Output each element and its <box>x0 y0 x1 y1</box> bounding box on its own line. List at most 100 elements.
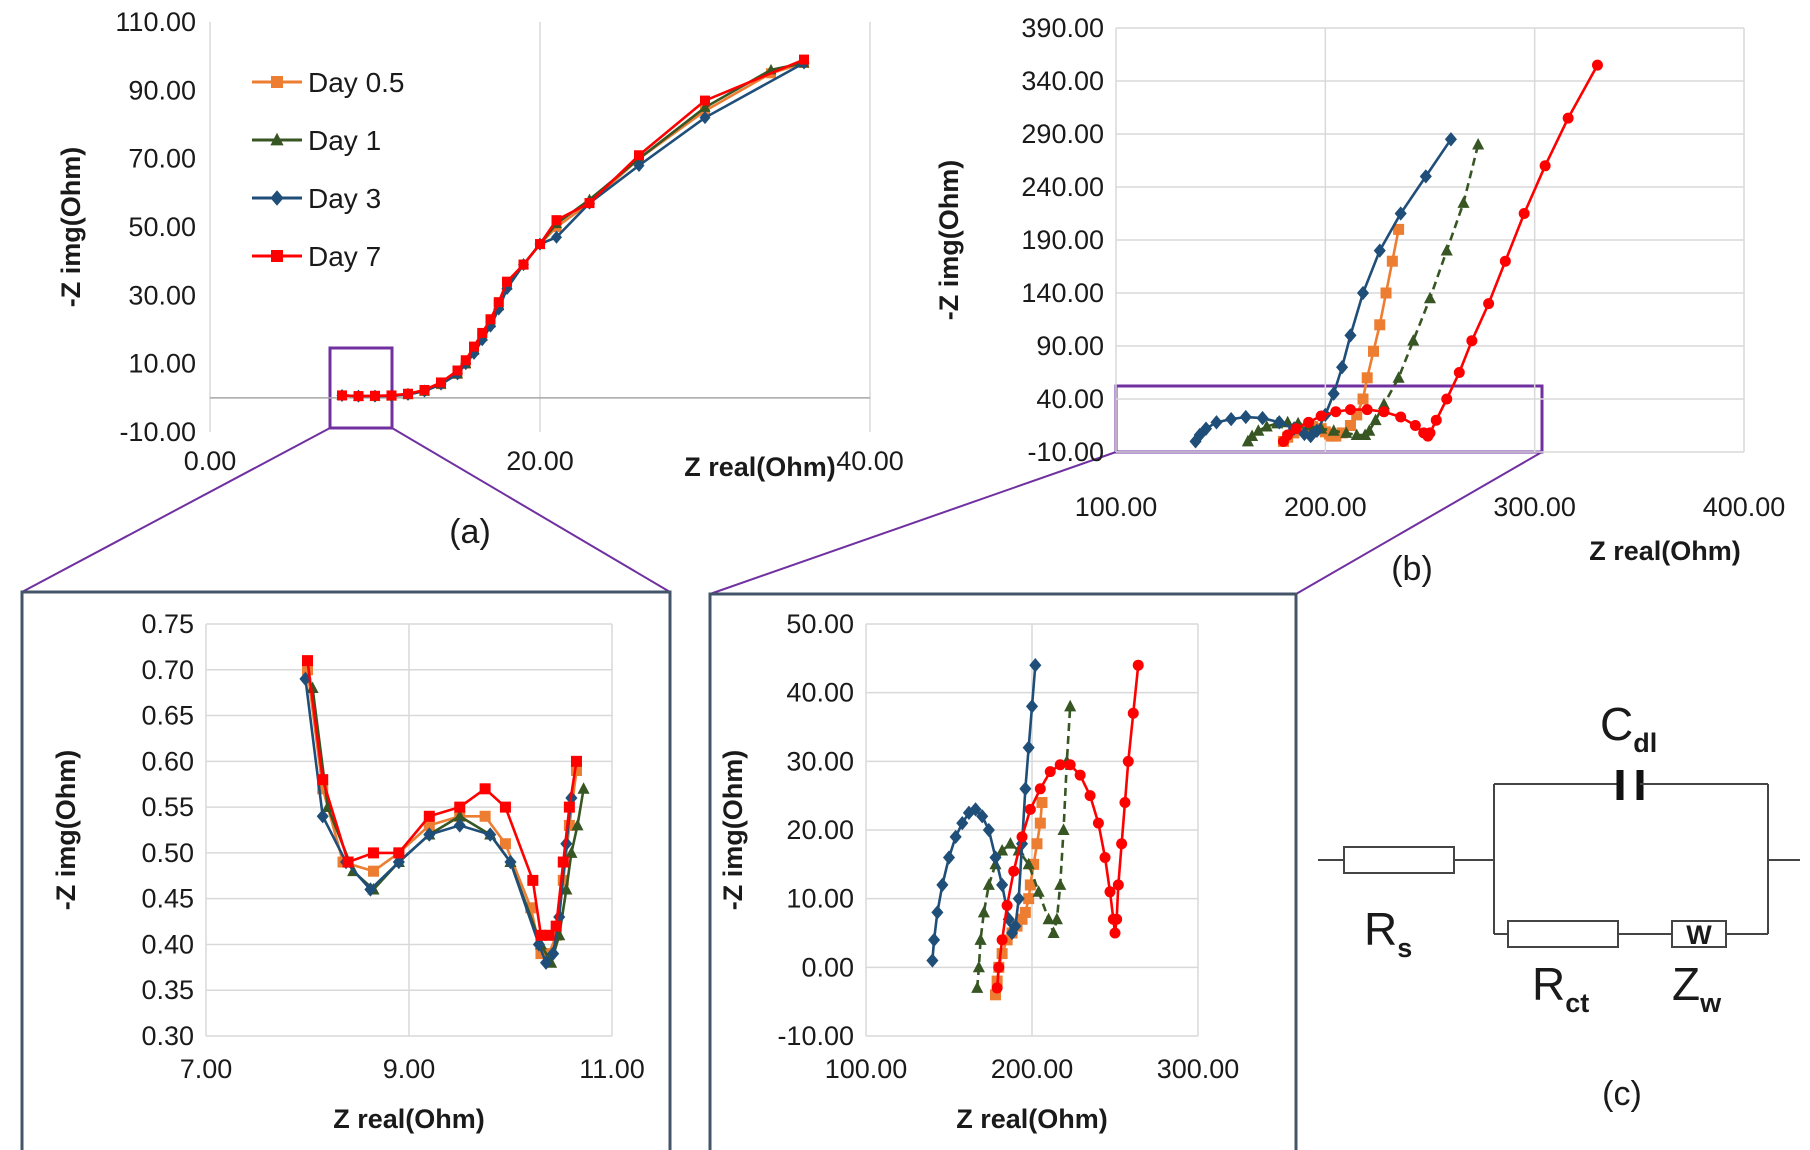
data-point <box>1031 838 1043 850</box>
data-point <box>1423 291 1437 304</box>
data-point <box>317 774 329 786</box>
data-point <box>452 365 463 376</box>
equivalent-circuit <box>1318 770 1800 948</box>
data-point <box>1357 393 1369 405</box>
data-point <box>1019 781 1032 796</box>
series-line <box>1246 144 1480 443</box>
data-point <box>539 955 553 970</box>
data-point <box>1330 430 1342 442</box>
x-tick-label: 11.00 <box>579 1054 645 1084</box>
data-point <box>1419 169 1432 184</box>
data-point <box>1351 409 1363 421</box>
data-point <box>1112 879 1124 891</box>
data-point <box>977 905 990 918</box>
data-point <box>1042 912 1055 925</box>
data-point <box>1395 411 1407 423</box>
y-tick-label: 290.00 <box>1021 119 1104 149</box>
data-point <box>453 809 466 822</box>
data-point <box>423 827 436 842</box>
data-point <box>1025 699 1039 714</box>
data-point <box>547 946 560 961</box>
x-tick-label: 300.00 <box>1493 492 1576 522</box>
data-point <box>577 782 590 794</box>
legend-item-day-7: Day 7 <box>252 241 381 272</box>
data-point <box>1034 783 1046 795</box>
series-day-7 <box>302 655 582 941</box>
data-point <box>1002 912 1015 927</box>
y-tick-label: -10.00 <box>119 417 196 447</box>
series-line <box>931 665 1037 961</box>
rct-label: Rct <box>1532 958 1589 1018</box>
data-point <box>1394 206 1407 221</box>
data-point <box>982 878 995 890</box>
zoom-line <box>21 427 331 593</box>
data-point <box>1290 423 1302 435</box>
data-point <box>1127 707 1139 719</box>
y-tick-label: 30.00 <box>128 280 196 310</box>
data-point <box>460 355 471 366</box>
data-point <box>996 948 1008 960</box>
data-point <box>699 101 711 112</box>
x-tick-label: 40.00 <box>836 446 904 476</box>
y-tick-label: 0.45 <box>141 884 194 914</box>
data-point <box>1252 424 1265 436</box>
data-point <box>1344 420 1356 431</box>
data-point <box>525 902 537 914</box>
x-tick-label: 200.00 <box>991 1054 1074 1084</box>
data-point <box>1336 427 1348 439</box>
data-point <box>1361 372 1373 384</box>
inset-border-a <box>20 590 672 1150</box>
data-point <box>1034 817 1046 829</box>
data-point <box>936 877 949 893</box>
data-point <box>367 865 379 877</box>
y-axis-title: -Z img(Ohm) <box>51 750 81 910</box>
data-point <box>996 844 1009 856</box>
data-point <box>1001 900 1013 912</box>
data-point <box>393 847 405 859</box>
series-line <box>304 678 573 966</box>
data-point <box>1386 255 1398 267</box>
series-day-0-5 <box>337 58 809 402</box>
y-tick-label: 390.00 <box>1021 13 1104 43</box>
legend-marker <box>271 76 283 88</box>
data-point <box>1029 658 1042 673</box>
data-point <box>454 801 466 813</box>
y-tick-label: 0.55 <box>141 792 194 822</box>
data-point <box>1282 429 1294 441</box>
legend-label: Day 1 <box>308 125 381 156</box>
data-point <box>1199 421 1213 436</box>
data-point <box>1457 196 1470 208</box>
data-point <box>557 856 569 868</box>
data-point <box>560 882 573 895</box>
data-point <box>386 390 397 401</box>
data-point <box>1303 416 1315 428</box>
zw-label: Zw <box>1672 958 1722 1018</box>
data-point <box>1023 893 1035 905</box>
data-point <box>1024 879 1036 891</box>
data-point <box>370 390 380 401</box>
series-line <box>341 61 805 398</box>
data-point <box>1363 424 1376 436</box>
data-point <box>1440 244 1453 256</box>
series-day-7 <box>337 54 809 402</box>
data-point <box>493 297 504 308</box>
data-point <box>1374 319 1386 331</box>
data-point <box>1050 912 1063 925</box>
x-tick-label: 100.00 <box>1075 492 1158 522</box>
data-point <box>584 198 595 209</box>
y-tick-label: 0.65 <box>141 701 194 731</box>
data-point <box>1444 132 1457 147</box>
data-point <box>1369 413 1382 426</box>
zoom-box-b <box>1114 384 1544 454</box>
data-point <box>403 388 413 399</box>
y-tick-label: 10.00 <box>786 884 854 914</box>
data-point <box>1310 423 1324 438</box>
y-tick-label: 140.00 <box>1021 278 1104 308</box>
y-tick-label: 0.75 <box>141 609 194 639</box>
data-point <box>570 755 582 767</box>
data-point <box>1562 112 1574 124</box>
data-point <box>633 159 645 172</box>
data-point <box>364 882 377 897</box>
x-axis-title: Z real(Ohm) <box>684 452 836 482</box>
inset-border-b <box>708 592 1298 1150</box>
